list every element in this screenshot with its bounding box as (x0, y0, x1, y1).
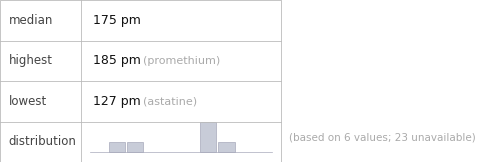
Bar (109, 142, 125, 152)
Bar (127, 142, 143, 152)
Text: (based on 6 values; 23 unavailable): (based on 6 values; 23 unavailable) (289, 133, 476, 143)
Text: highest: highest (8, 54, 52, 67)
Text: (astatine): (astatine) (143, 96, 197, 106)
Text: median: median (8, 14, 53, 27)
Text: 175 pm: 175 pm (92, 14, 140, 27)
Text: 185 pm: 185 pm (92, 54, 140, 67)
Text: 127 pm: 127 pm (92, 95, 140, 108)
Text: lowest: lowest (8, 95, 46, 108)
Text: distribution: distribution (8, 135, 76, 148)
Bar (218, 142, 235, 152)
Bar (200, 122, 216, 152)
Text: (promethium): (promethium) (143, 56, 220, 66)
